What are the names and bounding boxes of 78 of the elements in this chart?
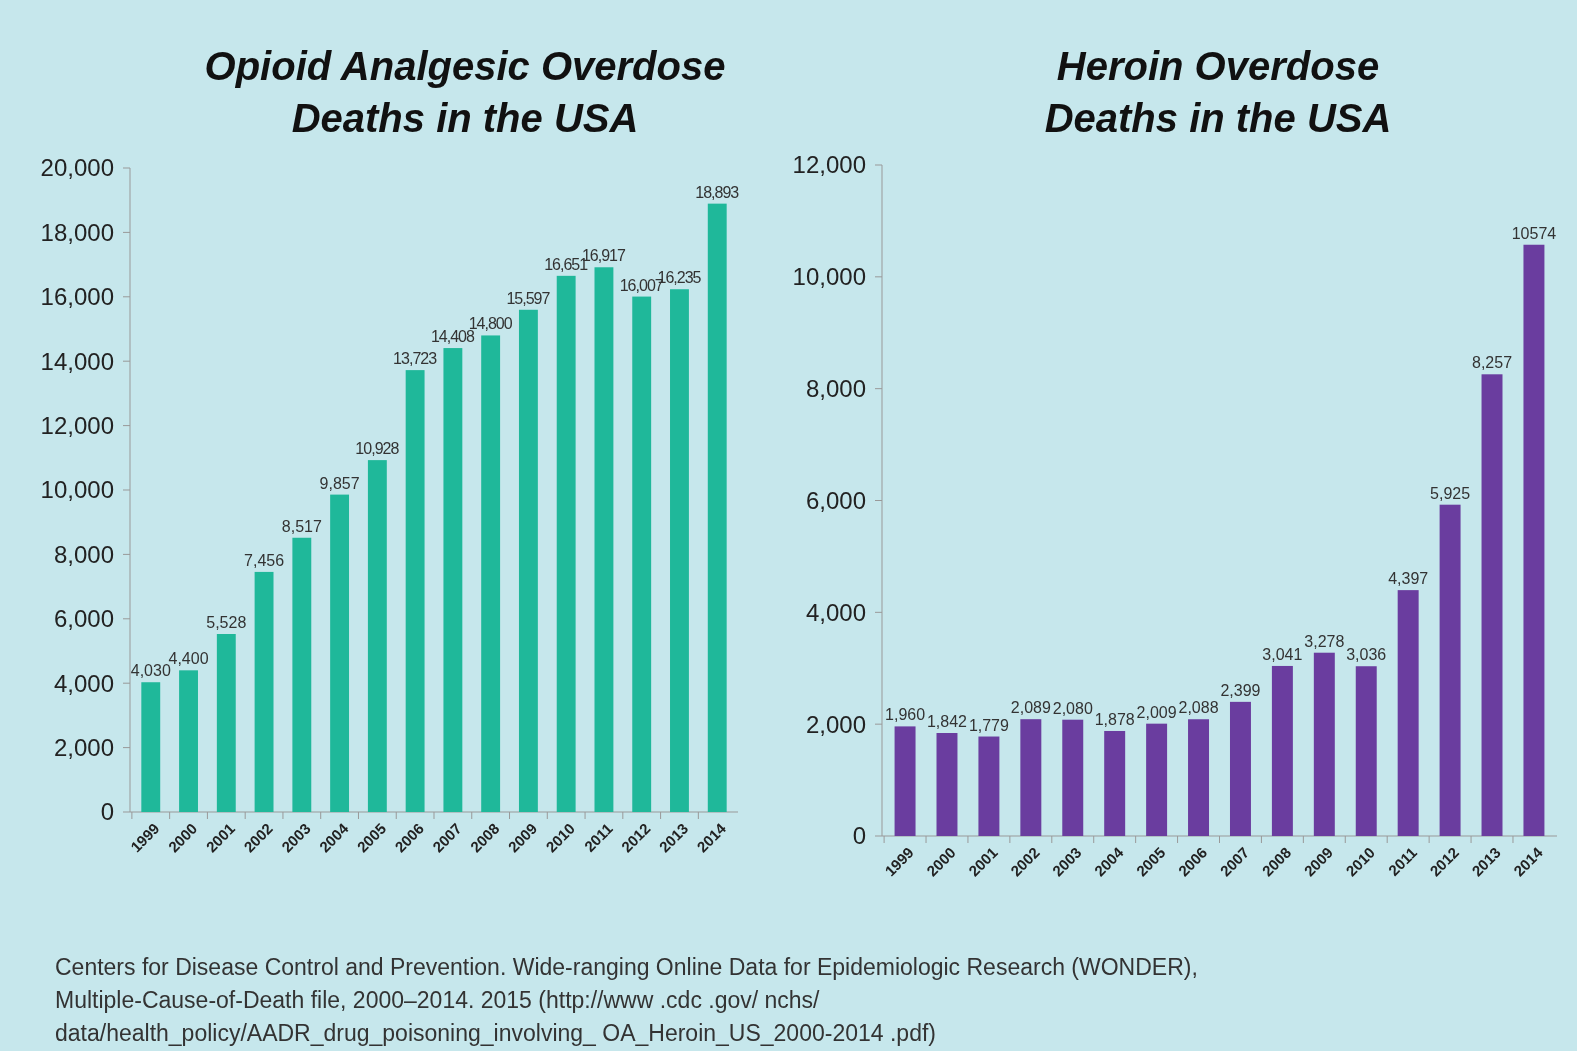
data-label: 7,456 (244, 551, 285, 569)
y-tick-label: 10,000 (40, 476, 114, 504)
bar (1355, 666, 1377, 836)
data-label: 9,857 (319, 474, 360, 492)
data-label: 1,842 (926, 713, 968, 730)
bar (936, 733, 958, 836)
y-tick-label: 16,000 (40, 283, 114, 311)
bar (894, 726, 916, 836)
bar (179, 670, 198, 812)
y-tick-label: 2,000 (805, 710, 866, 738)
data-label: 5,925 (1430, 484, 1471, 502)
bar (1313, 652, 1335, 836)
bar (518, 309, 538, 812)
bar (1020, 719, 1042, 836)
data-label: 13,723 (393, 350, 438, 368)
y-tick-label: 12,000 (792, 151, 866, 179)
y-tick-label: 0 (100, 798, 114, 826)
bar (1481, 374, 1503, 836)
y-tick-label: 2,000 (53, 734, 114, 761)
data-label: 3,278 (1304, 632, 1345, 650)
bar (1188, 719, 1210, 836)
data-label: 18,893 (695, 183, 740, 201)
bar (1104, 730, 1126, 836)
bar (1271, 665, 1293, 836)
data-label: 8,517 (281, 517, 322, 535)
y-tick-label: 10,000 (792, 263, 866, 291)
y-tick-label: 20,000 (40, 154, 114, 182)
data-label: 2,009 (1136, 703, 1177, 721)
data-label: 1,960 (885, 706, 926, 724)
bar (481, 335, 501, 812)
bar (707, 203, 727, 812)
bar (1146, 723, 1168, 836)
data-label: 2,089 (1010, 699, 1051, 717)
data-label: 2,088 (1178, 699, 1219, 717)
bar (1397, 590, 1419, 836)
data-label: 10574 (1511, 224, 1557, 242)
y-tick-label: 8,000 (805, 375, 866, 403)
y-tick-label: 0 (852, 822, 866, 850)
data-label: 3,036 (1346, 646, 1387, 664)
data-label: 4,397 (1388, 570, 1429, 588)
data-label: 3,041 (1262, 645, 1303, 663)
bar (1229, 701, 1251, 836)
bar (1523, 244, 1545, 836)
data-label: 2,080 (1052, 699, 1093, 717)
bar (594, 267, 614, 812)
text: Centers for Disease Control and Prevention. Wide-ranging Online Data for Epidemiologic Research (WONDER), Multiple-Cause-of-Death file, 2000–2014. 2015 (http://www .cdc .gov/ nchs/ data/health_policy/AADR_drug_poisoning_involving_ OA_Heroin_US_2000-2014 .pdf) (55, 954, 1205, 1046)
bar (292, 537, 312, 812)
y-tick-label: 4,000 (805, 598, 866, 626)
bar (141, 682, 161, 812)
y-tick-label: 12,000 (40, 412, 114, 439)
chart-title: Opioid Analgesic Overdose Deaths in the USA (204, 44, 726, 140)
chart-title: Heroin Overdose Deaths in the USA (1044, 44, 1392, 140)
bar (1439, 504, 1461, 836)
data-label: 1,779 (968, 716, 1010, 734)
bar (330, 494, 350, 812)
y-tick-label: 8,000 (53, 540, 114, 568)
bar (632, 296, 652, 812)
data-label: 10,928 (355, 440, 400, 458)
y-tick-label: 4,000 (53, 669, 114, 697)
bar (367, 460, 387, 812)
data-label: 8,257 (1471, 354, 1513, 372)
y-tick-label: 18,000 (40, 218, 114, 246)
y-tick-label: 6,000 (53, 605, 114, 633)
bar (556, 275, 576, 812)
y-tick-label: 14,000 (40, 347, 114, 375)
data-label: 5,528 (206, 614, 247, 631)
y-tick-label: 6,000 (805, 486, 866, 514)
data-label: 15,597 (506, 289, 551, 307)
data-label: 1,878 (1094, 710, 1135, 728)
bar (443, 348, 463, 812)
data-label: 2,399 (1220, 681, 1261, 699)
data-label: 4,030 (130, 662, 171, 680)
bar (405, 370, 425, 812)
bar (978, 736, 1000, 836)
bar (670, 289, 689, 812)
bar (254, 571, 274, 812)
bar (216, 634, 236, 812)
bar (1062, 719, 1084, 836)
